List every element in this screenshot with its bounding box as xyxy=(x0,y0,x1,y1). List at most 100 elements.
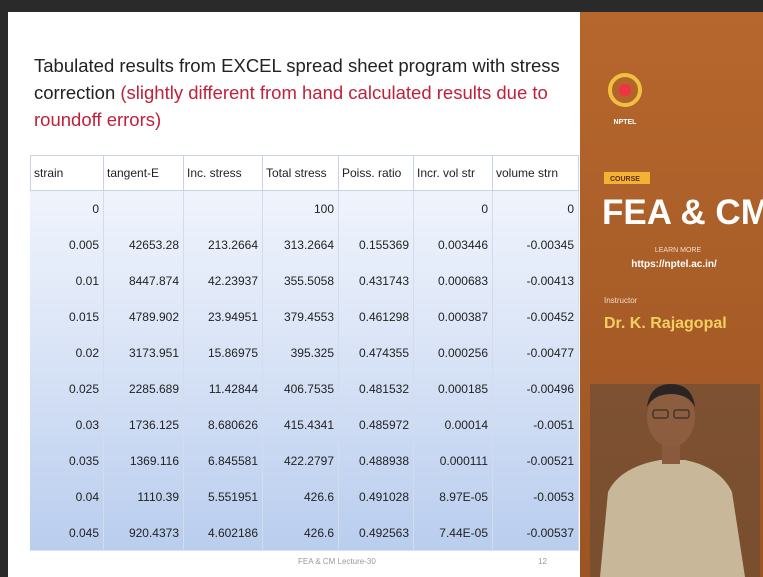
table-row: 0.02 3173.951 15.86975 395.325 0.474355 0.000… xyxy=(30,335,579,371)
table-row: 0.045 920.4373 4.602186 426.6 0.492563 7.44E-… xyxy=(30,515,579,551)
table-cell: -0.0051 xyxy=(492,407,579,443)
table-cell: 0.431743 xyxy=(338,263,414,299)
glasses-right xyxy=(673,409,690,419)
table-row: 0.025 2285.689 11.42844 406.7535 0.481532 0.0… xyxy=(30,371,579,407)
header-row: strain tangent-E Inc. stress Total stress Po… xyxy=(30,155,579,191)
column-header: tangent-E xyxy=(103,155,184,191)
table-cell: 0 xyxy=(413,190,493,227)
table-cell: 2285.689 xyxy=(103,371,184,407)
logo-core xyxy=(619,84,631,96)
table-cell: 6.845581 xyxy=(183,443,263,479)
panel-art: NPTEL COURSE FEA & CM LEARN MORE https:/… xyxy=(590,73,763,577)
table-cell: -0.00452 xyxy=(492,299,579,335)
course-panel: NPTEL COURSE FEA & CM LEARN MORE https:/… xyxy=(580,12,763,577)
table-cell: 415.4341 xyxy=(262,407,339,443)
table-cell: 0.00014 xyxy=(413,407,493,443)
title-text: Tabulated results from EXCEL spread shee… xyxy=(34,55,560,103)
table-cell: 0.485972 xyxy=(338,407,414,443)
person-neck xyxy=(662,442,680,464)
person-shirt xyxy=(600,460,745,577)
table-cell: 42653.28 xyxy=(103,227,184,263)
table-cell: 0.492563 xyxy=(338,515,414,551)
slide-title: Tabulated results from EXCEL spread shee… xyxy=(34,52,574,133)
table-cell: 0.003446 xyxy=(413,227,493,263)
table-cell: 0.000683 xyxy=(413,263,493,299)
table-row: 0.015 4789.902 23.94951 379.4553 0.461298 0.0… xyxy=(30,299,579,335)
column-header: volume strn xyxy=(492,155,579,191)
table-cell: 0 xyxy=(492,190,579,227)
table-cell: 0.000185 xyxy=(413,371,493,407)
badge-text: COURSE xyxy=(610,176,640,183)
table-row: 0 100 0 0 xyxy=(30,190,579,227)
table-row: 0.005 42653.28 213.2664 313.2664 0.155369 0.0… xyxy=(30,227,579,263)
table-cell: 0.461298 xyxy=(338,299,414,335)
url: https://nptel.ac.in/ xyxy=(631,259,717,270)
table-cell: 0.04 xyxy=(30,479,104,515)
table-cell: 1369.116 xyxy=(103,443,184,479)
table-cell: 11.42844 xyxy=(183,371,263,407)
table-cell: 4789.902 xyxy=(103,299,184,335)
table-cell: 8447.874 xyxy=(103,263,184,299)
results-table: strain tangent-E Inc. stress Total stress Po… xyxy=(30,155,579,551)
column-header: Incr. vol str xyxy=(413,155,493,191)
table-cell: -0.00413 xyxy=(492,263,579,299)
column-header: Total stress xyxy=(262,155,339,191)
table-cell: 1110.39 xyxy=(103,479,184,515)
table-cell: 426.6 xyxy=(262,479,339,515)
table-cell xyxy=(103,190,184,227)
table-cell: 0.03 xyxy=(30,407,104,443)
learn-more: LEARN MORE xyxy=(655,247,702,254)
table-cell: 7.44E-05 xyxy=(413,515,493,551)
table-row: 0.035 1369.116 6.845581 422.2797 0.488938 0.0… xyxy=(30,443,579,479)
column-header: Inc. stress xyxy=(183,155,263,191)
table-cell: 379.4553 xyxy=(262,299,339,335)
column-header: strain xyxy=(30,155,104,191)
person-head xyxy=(647,387,695,447)
table-cell: 23.94951 xyxy=(183,299,263,335)
table-cell: 0.491028 xyxy=(338,479,414,515)
logo-text: NPTEL xyxy=(614,119,638,126)
table-cell: -0.00496 xyxy=(492,371,579,407)
page-number: 12 xyxy=(538,557,547,566)
table-cell: -0.00521 xyxy=(492,443,579,479)
table-cell: 42.23937 xyxy=(183,263,263,299)
table-cell: 422.2797 xyxy=(262,443,339,479)
table-cell: 0.015 xyxy=(30,299,104,335)
logo-ring xyxy=(608,73,642,107)
table-cell xyxy=(183,190,263,227)
table-cell: 0.01 xyxy=(30,263,104,299)
glasses-left xyxy=(652,409,669,419)
table-cell: 0.045 xyxy=(30,515,104,551)
table-cell: 0.488938 xyxy=(338,443,414,479)
instructor-label: Instructor xyxy=(604,296,638,305)
table-cell: 0.000111 xyxy=(413,443,493,479)
table-row: 0.03 1736.125 8.680626 415.4341 0.485972 0.00… xyxy=(30,407,579,443)
course-name: FEA & CM xyxy=(602,193,763,232)
table-cell: 8.680626 xyxy=(183,407,263,443)
table-cell: 920.4373 xyxy=(103,515,184,551)
table-cell: 0.481532 xyxy=(338,371,414,407)
table-cell: 0.005 xyxy=(30,227,104,263)
table-cell: 0.035 xyxy=(30,443,104,479)
table-cell: 426.6 xyxy=(262,515,339,551)
table-cell: 5.551951 xyxy=(183,479,263,515)
slide: Tabulated results from EXCEL spread shee… xyxy=(8,12,580,577)
instructor-name: Dr. K. Rajagopal xyxy=(604,315,727,332)
person-hair xyxy=(647,384,695,407)
table-cell: -0.00345 xyxy=(492,227,579,263)
table-cell: 213.2664 xyxy=(183,227,263,263)
table-cell: 100 xyxy=(262,190,339,227)
table-cell: 0.155369 xyxy=(338,227,414,263)
column-header: Poiss. ratio xyxy=(338,155,414,191)
table-row: 0.01 8447.874 42.23937 355.5058 0.431743 0.00… xyxy=(30,263,579,299)
badge-bg xyxy=(604,172,650,184)
table-cell: 0.000256 xyxy=(413,335,493,371)
table-cell: 0 xyxy=(30,190,104,227)
table-cell: 313.2664 xyxy=(262,227,339,263)
title-note: (slightly different from hand calculated… xyxy=(34,82,548,130)
table-cell: 406.7535 xyxy=(262,371,339,407)
table-cell: 0.02 xyxy=(30,335,104,371)
table-cell: 8.97E-05 xyxy=(413,479,493,515)
footer: FEA & CM Lecture-30 xyxy=(298,557,376,566)
